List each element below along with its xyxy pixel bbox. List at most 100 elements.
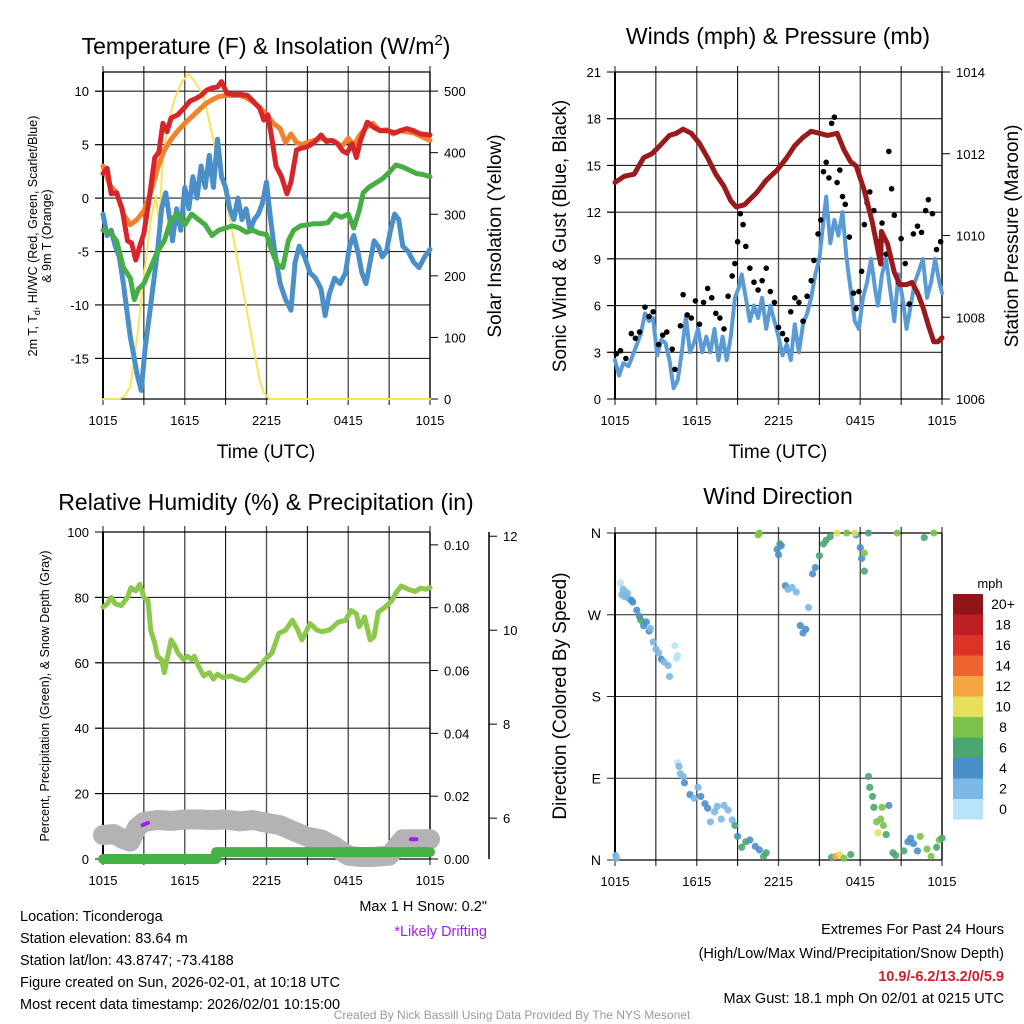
y-tick-label: 9 (594, 252, 601, 267)
gust-point (837, 167, 843, 173)
wind-direction-point (633, 606, 641, 614)
wind-direction-point (713, 802, 721, 811)
wind-direction-point (704, 804, 712, 812)
gust-point (721, 326, 727, 332)
gust-point (696, 321, 703, 328)
gust-point (732, 260, 738, 267)
series-sonic-wind (613, 194, 944, 391)
direction-tick-label: W (588, 607, 602, 623)
y-tick-label: 20 (75, 787, 89, 802)
pressure-ylabel: Station Pressure (Maroon) (1002, 125, 1023, 348)
gust-point (842, 201, 849, 208)
gust-point (747, 265, 753, 272)
gust-point (834, 179, 840, 186)
gust-point (650, 309, 656, 315)
wind-direction-point (728, 816, 736, 824)
series-2m-temperature (100, 79, 433, 263)
legend-swatch (953, 614, 983, 635)
legend-swatch (953, 717, 983, 738)
wind-direction-point (932, 843, 941, 851)
gust-point (646, 313, 652, 320)
x-tick-label: 2215 (252, 413, 281, 428)
wind-direction-point (697, 792, 705, 801)
wind-direction-point (878, 803, 886, 811)
gust-point (617, 347, 624, 354)
gust-point (734, 238, 741, 245)
wind-direction-point (642, 618, 650, 626)
wind-direction-point (927, 852, 935, 860)
gust-point (898, 235, 904, 242)
series-relative-humidity (100, 581, 433, 684)
wind-direction-point (777, 542, 785, 550)
gust-point (861, 221, 868, 228)
gust-point (826, 175, 832, 181)
y-tick-label: 1014 (956, 65, 985, 80)
footer-credit: Created By Nick Bassill Using Data Provi… (334, 1008, 691, 1022)
wind-direction-point (665, 672, 674, 681)
gust-point (771, 299, 778, 306)
wind-direction-point (856, 543, 864, 552)
direction-tick-label: S (592, 689, 601, 705)
gust-point (755, 287, 761, 293)
gust-point (655, 341, 662, 348)
wind-direction-point (864, 772, 873, 781)
extremes-heading: Extremes For Past 24 Hours (821, 922, 1004, 938)
y-tick-label: 0.00 (444, 852, 469, 867)
series-solar-insolation (102, 72, 431, 400)
gust-point (787, 309, 794, 315)
gust-point (808, 277, 814, 284)
x-tick-label: 2215 (252, 873, 281, 888)
gust-point (792, 294, 798, 301)
wind-direction-point (731, 821, 739, 830)
temperature-ylabel-line2: & 9m T (Orange) (40, 189, 54, 282)
y-tick-label: 300 (444, 207, 466, 222)
y-tick-label: 0 (594, 392, 601, 407)
wind-direction-point (690, 794, 698, 802)
wind-direction-point (840, 854, 848, 862)
gust-point (688, 315, 695, 321)
y-tick-label: 0.02 (444, 789, 469, 804)
gust-point (918, 229, 925, 236)
y-tick-label: 400 (444, 146, 466, 161)
y-tick-label: 0 (82, 852, 89, 867)
wind-direction-point (655, 649, 663, 657)
wind-direction-point (920, 533, 928, 542)
wind-direction-point (860, 549, 868, 557)
legend-label: 12 (995, 678, 1011, 694)
gust-point (779, 330, 786, 337)
y-tick-label: 100 (444, 330, 466, 345)
direction-tick-label: N (591, 525, 601, 541)
x-tick-label: 1615 (170, 873, 199, 888)
legend-swatch (953, 676, 983, 697)
legend-label: 10 (995, 699, 1011, 715)
y-tick-label: 1010 (956, 229, 985, 244)
gust-point (853, 305, 859, 312)
wind-direction-point (815, 552, 823, 560)
y-tick-label: 1008 (956, 310, 985, 325)
wind-direction-title: Wind Direction (703, 483, 853, 509)
gust-point (823, 159, 829, 166)
y-tick-label: 10 (503, 623, 517, 638)
gust-point (933, 246, 940, 253)
legend-label: 0 (999, 801, 1007, 817)
wind-direction-point (755, 846, 764, 854)
gust-point (725, 293, 731, 300)
wind-direction-point (864, 529, 873, 537)
winds-xlabel: Time (UTC) (729, 442, 828, 463)
extremes-info: Extremes For Past 24 Hours (High/Low/Max… (699, 922, 1004, 1007)
wind-direction-point (892, 851, 900, 860)
gust-point (858, 268, 865, 275)
legend-title: mph (977, 576, 1002, 591)
gust-point (804, 293, 810, 300)
gust-point (937, 238, 944, 245)
extremes-values: 10.9/-6.2/13.2/0/5.9 (878, 969, 1004, 985)
wind-direction-point (858, 554, 866, 563)
wind-direction-point (762, 849, 770, 857)
y-tick-label: 0.10 (444, 538, 469, 553)
legend-swatch (953, 799, 983, 820)
series-likely-drifting (140, 820, 150, 828)
legend-swatch (953, 758, 983, 779)
direction-tick-label: N (591, 852, 601, 868)
station-info: Location: Ticonderoga Station elevation:… (20, 909, 340, 1013)
wind-direction-point (938, 834, 946, 842)
